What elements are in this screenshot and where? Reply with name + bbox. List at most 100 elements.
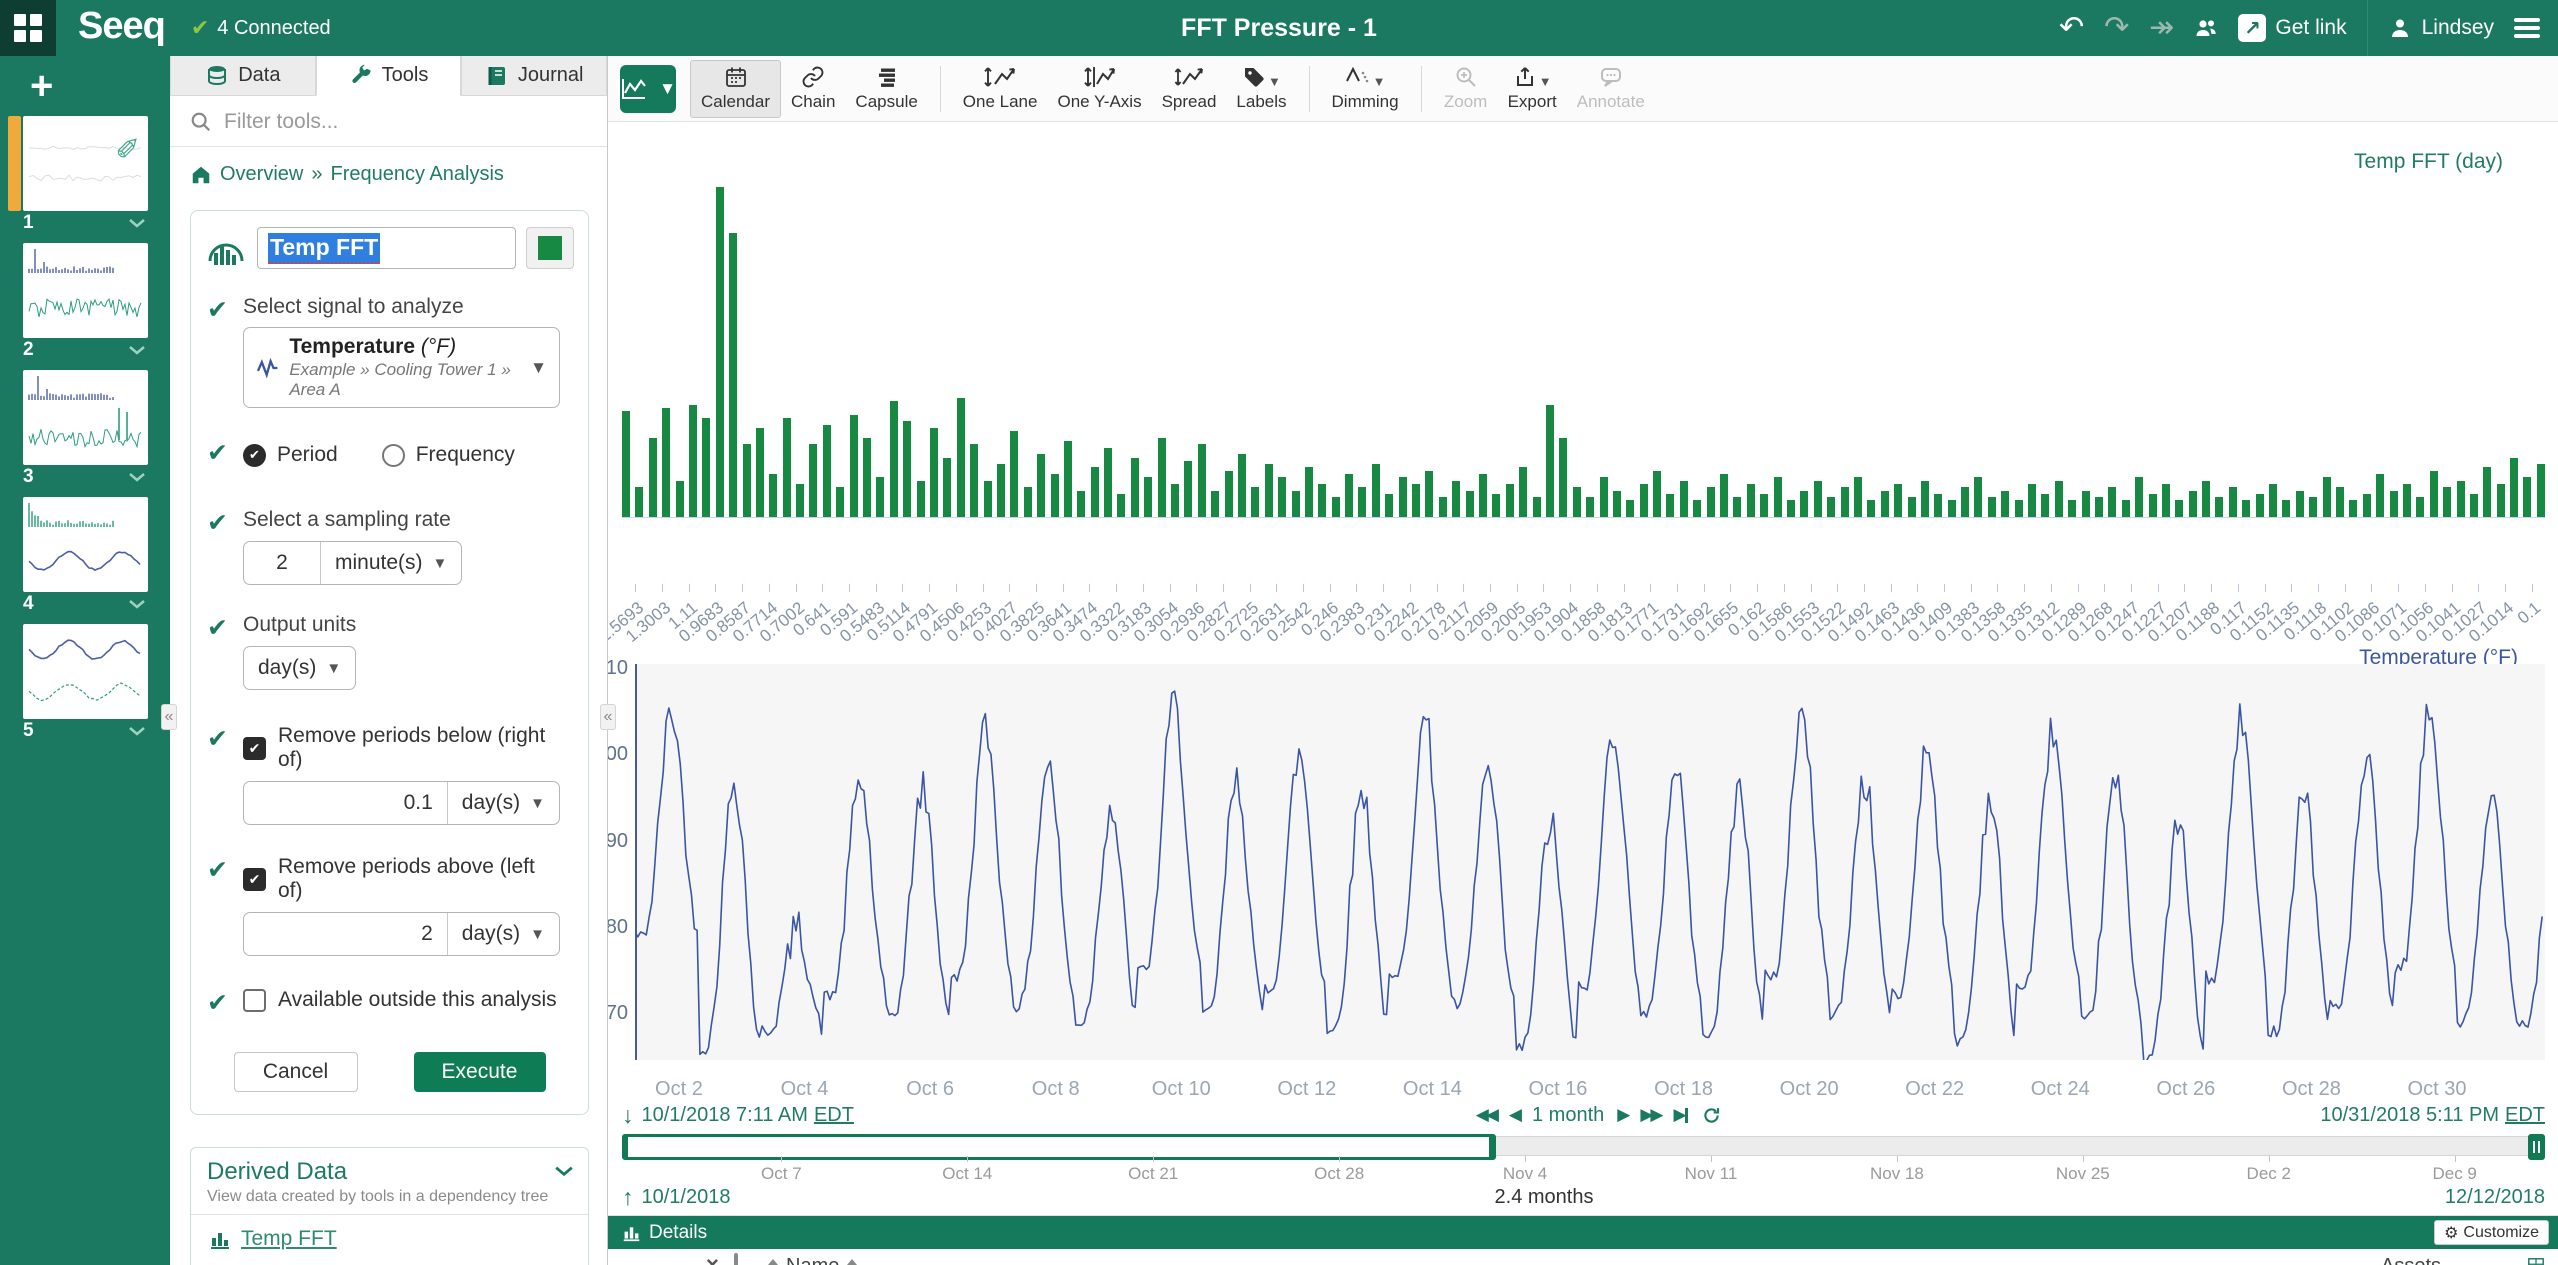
sort-icon[interactable] [768,1259,778,1265]
undo-icon[interactable]: ↶ [2058,11,2085,44]
investigate-start[interactable]: 10/1/2018 [641,1185,731,1208]
get-link-button[interactable]: ↗ Get link [2238,14,2347,42]
fft-bar [1626,500,1635,517]
breadcrumb-overview[interactable]: Overview [220,163,304,185]
users-icon[interactable] [2194,16,2218,40]
timezone-link[interactable]: EDT [813,1103,854,1126]
step-back-icon[interactable]: ◀ [1508,1105,1522,1124]
add-worksheet-button[interactable]: + [30,64,54,108]
tab-journal[interactable]: Journal [461,56,608,96]
name-column-header[interactable]: Name [786,1255,839,1265]
wrench-icon [352,64,371,83]
toolbar-dimming-button[interactable]: ▼ Dimming [1322,60,1409,118]
toolbar-one-lane-button[interactable]: One Lane [953,60,1048,118]
table-grid-icon[interactable] [2527,1257,2545,1265]
fft-bar [1398,477,1407,517]
chevron-down-icon[interactable] [128,593,146,615]
worksheet-thumbnail[interactable] [23,370,148,465]
step-forward-icon[interactable]: ▶ [1617,1105,1630,1124]
signal-select[interactable]: Temperature (°F) Example » Cooling Tower… [243,327,560,408]
tool-name-input[interactable]: Temp FFT [257,227,516,269]
filter-tools-input[interactable] [224,110,544,134]
temperature-plot-area[interactable]: 110 100 90 80 70 [608,657,2545,1060]
fft-bar [1961,487,1970,517]
assets-column-header[interactable]: Assets [2381,1255,2511,1265]
execute-button[interactable]: Execute [413,1052,546,1092]
worksheet-thumbnail[interactable] [23,243,148,338]
user-menu[interactable]: Lindsey [2388,16,2494,40]
fft-bar [1304,467,1313,517]
worksheet-thumbnail[interactable]: ✎ [23,116,148,211]
remove-above-value-input[interactable]: 2 [421,922,433,945]
timeline-end-handle[interactable] [2528,1134,2545,1160]
sampling-value-input[interactable]: 2 [276,551,288,574]
toolbar-chain-button[interactable]: Chain [781,60,845,118]
remove-below-value-input[interactable]: 0.1 [403,791,433,814]
step-back-fast-icon[interactable]: ◀◀ [1475,1105,1499,1124]
chevron-down-icon[interactable] [554,1164,574,1182]
fft-bar [1331,497,1340,517]
radio-period[interactable]: ✔ Period [243,443,338,467]
temperature-x-tick-label: Oct 16 [1528,1078,1588,1100]
remove-below-unit-select[interactable]: day(s) ▼ [446,782,559,824]
timeline-track[interactable] [622,1134,2545,1160]
toolbar-spread-button[interactable]: Spread [1152,60,1227,118]
connection-status[interactable]: ✔ 4 Connected [191,15,331,41]
fft-plot-area[interactable] [622,158,2545,518]
home-icon[interactable] [190,164,212,186]
display-range-start[interactable]: 10/1/2018 7:11 AM EDT [641,1103,854,1126]
apps-menu-button[interactable] [0,0,56,56]
redo-icon[interactable]: ↷ [2104,11,2130,44]
investigate-duration[interactable]: 2.4 months [1494,1185,1594,1208]
sampling-unit-select[interactable]: minute(s) ▼ [320,542,461,584]
customize-button[interactable]: ⚙ Customize [2434,1220,2549,1245]
range-duration-button[interactable]: 1 month [1531,1103,1605,1126]
refresh-icon[interactable] [1701,1105,1722,1126]
temperature-x-tick-label: Oct 8 [1031,1078,1080,1100]
view-selector-button[interactable]: ▼ [620,64,676,113]
timezone-link[interactable]: EDT [2505,1103,2545,1126]
temperature-chart[interactable]: Temperature (°F) 110 100 90 80 70 [608,646,2558,1070]
toolbar-export-button[interactable]: ▼ Export [1498,60,1567,118]
derived-item-link[interactable]: Temp FFT [241,1227,337,1250]
toolbar-labels-button[interactable]: ▼ Labels [1226,60,1296,118]
hamburger-menu-icon[interactable] [2514,18,2540,38]
select-all-checkbox[interactable] [734,1252,738,1265]
collapse-panel-handle[interactable]: « [600,704,616,730]
chevron-down-icon[interactable] [128,212,146,234]
fft-bar [2295,491,2304,517]
output-unit-select[interactable]: day(s) ▼ [258,656,342,679]
cancel-button[interactable]: Cancel [233,1052,358,1092]
toolbar-capsule-button[interactable]: Capsule [845,60,927,118]
fft-chart[interactable]: Temp FFT (day) [608,122,2558,584]
tab-data[interactable]: Data [170,56,316,96]
redo-all-icon[interactable]: ↠ [2149,11,2175,44]
checkbox-checked-icon[interactable]: ✔ [243,867,266,891]
radio-frequency[interactable]: Frequency [381,443,515,467]
tab-tools[interactable]: Tools [315,56,462,96]
chevron-down-icon[interactable] [128,466,146,488]
panel-tabs: Data Tools Journal [170,56,608,96]
color-picker-button[interactable] [526,227,574,269]
display-range-end[interactable]: 10/31/2018 5:11 PM EDT [2320,1103,2545,1126]
remove-all-icon[interactable]: × [706,1252,719,1265]
worksheet-thumbnail[interactable] [23,624,148,719]
worksheet-thumbnail[interactable] [23,497,148,592]
toolbar-calendar-button[interactable]: Calendar [690,59,781,118]
checkbox-unchecked-icon[interactable] [243,988,266,1012]
investigate-end[interactable]: 12/12/2018 [2444,1185,2545,1208]
fft-series-label[interactable]: Temp FFT (day) [2354,150,2503,173]
fft-bar [2242,500,2251,517]
fft-axis-tick [1329,584,1331,592]
step-forward-fast-icon[interactable]: ▶▶ [1640,1105,1663,1124]
step-to-end-icon[interactable]: ▶ [1673,1105,1688,1125]
checkbox-checked-icon[interactable]: ✔ [243,736,266,760]
remove-above-unit-select[interactable]: day(s) ▼ [446,913,559,955]
sort-icon[interactable] [847,1259,858,1265]
temperature-series-label[interactable]: Temperature (°F) [2359,646,2518,669]
timeline-selection[interactable] [622,1134,1497,1160]
toolbar-one-y-axis-button[interactable]: One Y-Axis [1047,60,1151,118]
collapse-sidebar-handle[interactable]: « [161,704,177,730]
chevron-down-icon[interactable] [128,720,146,742]
chevron-down-icon[interactable] [128,339,146,361]
